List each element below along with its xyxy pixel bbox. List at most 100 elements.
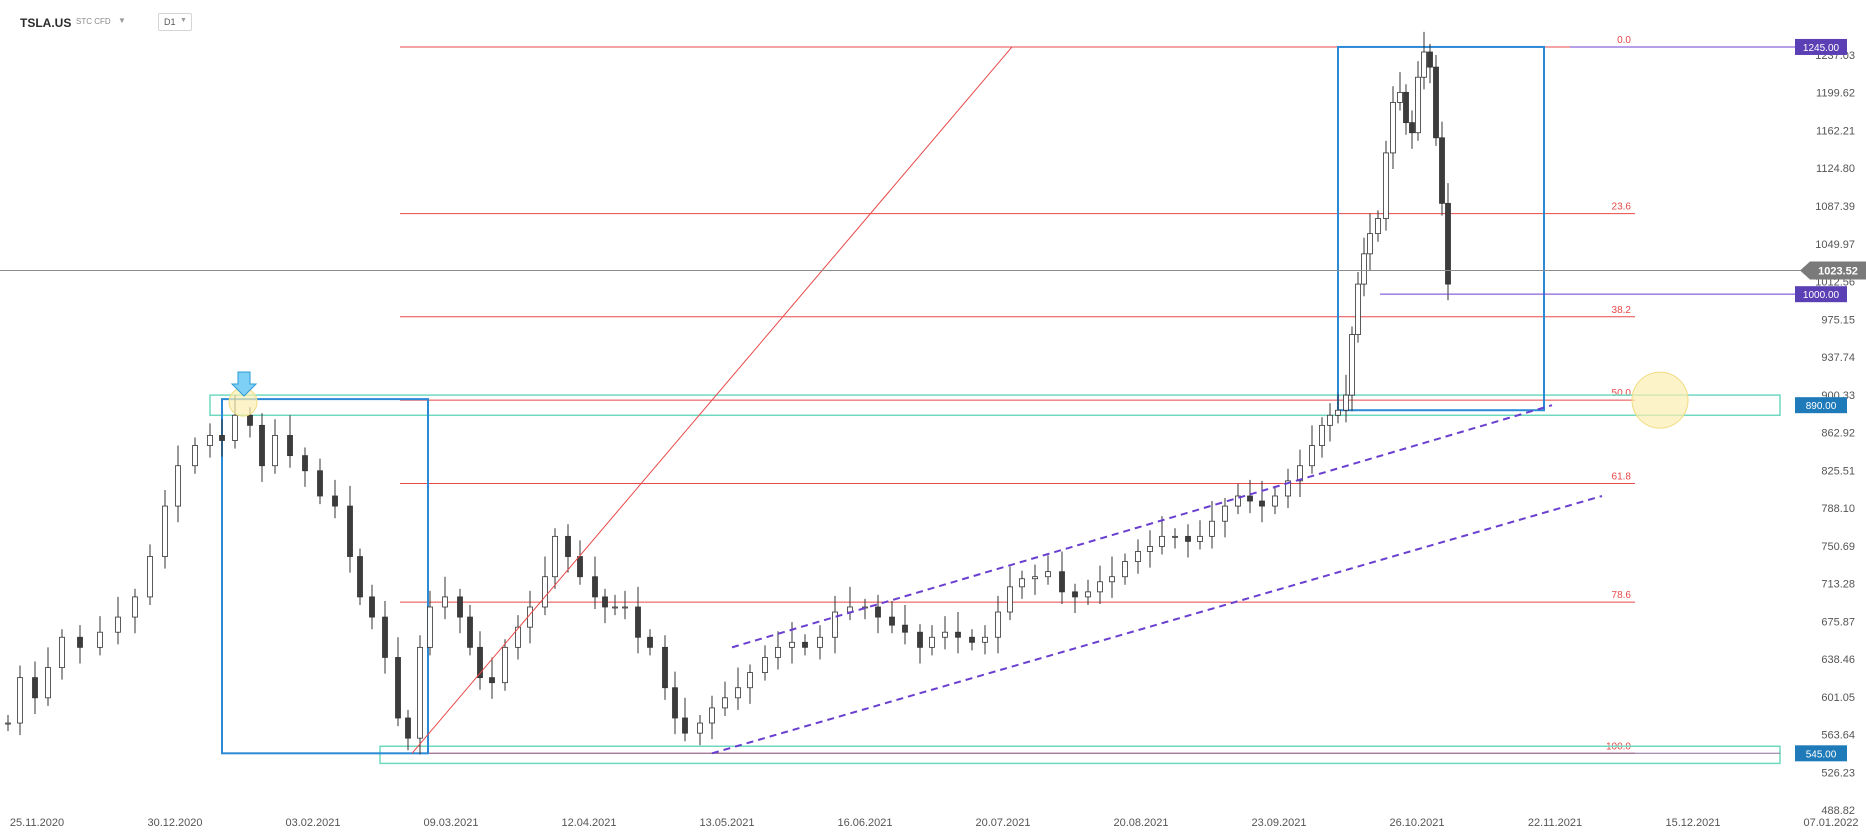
symbol-dropdown-icon[interactable]: ▼ (118, 16, 126, 25)
candle-body (789, 641, 795, 648)
trend-lines (0, 46, 1840, 755)
candle-body (1433, 66, 1439, 139)
candle-body (1403, 91, 1409, 124)
candle-body (515, 626, 521, 648)
candle-body (232, 414, 238, 441)
price-tick-label: 526.23 (1821, 767, 1855, 779)
date-tick-label: 13.05.2021 (699, 817, 754, 829)
date-tick-label: 30.12.2020 (147, 817, 202, 829)
candle-body (1122, 561, 1128, 578)
candle-body (147, 556, 153, 598)
price-marker-label: 545.00 (1806, 749, 1837, 760)
candle-body (1367, 233, 1373, 255)
candle-body (735, 687, 741, 699)
timeframe-value: D1 (164, 17, 176, 27)
timeframe-select[interactable]: D1 ▼ (158, 13, 192, 31)
candle-body (132, 596, 138, 618)
candle-body (1045, 571, 1051, 578)
fib-level-label: 23.6 (1612, 202, 1632, 213)
price-axis: 1237.031199.621162.211124.801087.391049.… (1795, 38, 1866, 817)
candle-body (917, 631, 923, 648)
candle-body (1319, 424, 1325, 446)
candle-body (477, 646, 483, 679)
candle-body (1390, 102, 1396, 154)
candle-body (97, 631, 103, 648)
candle-body (1172, 535, 1178, 538)
candle-body (259, 424, 265, 467)
candlesticks (5, 31, 1451, 755)
candle-body (175, 465, 181, 507)
price-tick-label: 488.82 (1821, 805, 1855, 817)
zone-resistance-890 (209, 394, 1781, 417)
candle-body (502, 646, 508, 684)
candle-body (982, 636, 988, 643)
date-tick-label: 12.04.2021 (561, 817, 616, 829)
candle-body (697, 722, 703, 734)
date-tick-label: 16.06.2021 (837, 817, 892, 829)
price-tick-label: 563.64 (1821, 730, 1855, 742)
candle-body (682, 717, 688, 734)
candle-body (115, 616, 121, 633)
candle-body (1297, 465, 1303, 482)
candle-body (272, 435, 278, 467)
price-tick-label: 713.28 (1821, 579, 1855, 591)
candle-body (369, 596, 375, 618)
price-marker-label: 890.00 (1806, 401, 1837, 412)
price-tick-label: 750.69 (1821, 541, 1855, 553)
price-tick-label: 601.05 (1821, 692, 1855, 704)
candle-body (1247, 495, 1253, 502)
candle-body (467, 616, 473, 648)
candle-body (17, 677, 23, 724)
candle-body (1097, 581, 1103, 593)
candle-body (592, 576, 598, 598)
candle-body (995, 611, 1001, 638)
channel-lower-line (711, 495, 1603, 755)
price-marker-badge (1795, 38, 1847, 55)
candle-body (942, 631, 948, 638)
price-marker-badge (1795, 286, 1847, 303)
price-tick-label: 975.15 (1821, 314, 1855, 326)
candle-body (1421, 51, 1427, 78)
candle-body (1259, 500, 1265, 507)
symbol-label[interactable]: TSLA.US (20, 16, 72, 30)
date-tick-label: 20.08.2021 (1113, 817, 1168, 829)
annotations (228, 371, 1689, 429)
candle-body (1397, 91, 1403, 103)
candle-body (1309, 445, 1315, 467)
candle-body (1085, 591, 1091, 598)
price-tick-label: 638.46 (1821, 654, 1855, 666)
candle-body (287, 435, 293, 457)
highlight-circle (1631, 371, 1689, 429)
candle-body (1415, 76, 1421, 134)
price-tick-label: 788.10 (1821, 503, 1855, 515)
candle-body (162, 505, 168, 557)
candle-body (417, 646, 423, 739)
candle-body (1272, 495, 1278, 507)
candle-body (635, 606, 641, 638)
candle-body (762, 657, 768, 673)
range-box-oct-2021 (1337, 45, 1545, 412)
candle-body (1185, 535, 1191, 542)
candle-body (875, 606, 881, 618)
fib-level-label: 50.0 (1612, 388, 1632, 399)
fib-level-label: 38.2 (1612, 305, 1632, 316)
candle-body (1222, 505, 1228, 522)
candle-body (1209, 520, 1215, 537)
price-tick-label: 1199.62 (1816, 88, 1855, 100)
candle-body (747, 672, 753, 689)
support-resistance-zones (209, 394, 1781, 765)
candle-body (59, 636, 65, 668)
candle-body (1361, 253, 1367, 285)
current-price-label: 1023.52 (1818, 265, 1858, 277)
candle-body (722, 697, 728, 709)
candle-body (1439, 137, 1445, 204)
candle-body (1409, 122, 1415, 134)
candle-body (662, 646, 668, 689)
candle-body (832, 611, 838, 638)
candle-body (427, 606, 433, 648)
candle-body (1383, 152, 1389, 219)
candle-body (577, 556, 583, 578)
candle-body (247, 414, 253, 426)
